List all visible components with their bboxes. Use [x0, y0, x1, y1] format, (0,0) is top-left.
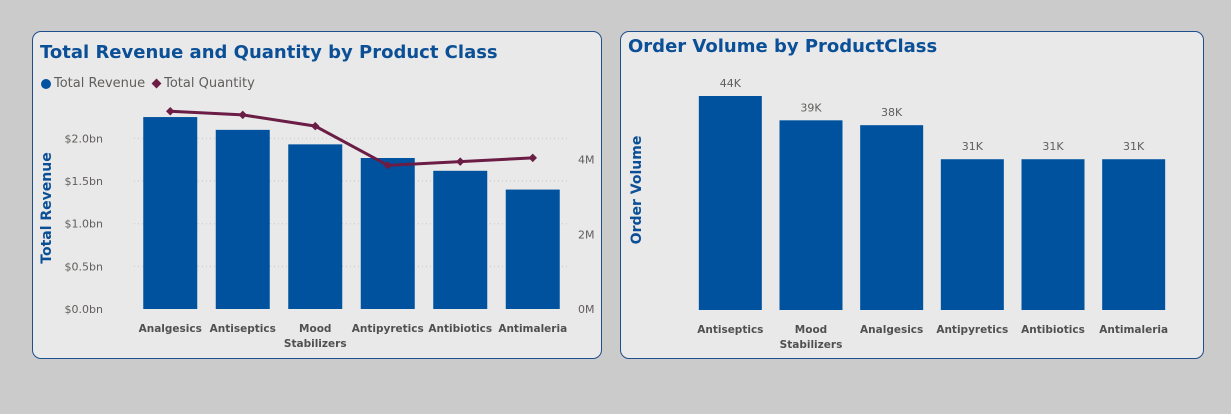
category-tick-label: Analgesics: [860, 324, 923, 336]
y2-tick-label: 2M: [578, 228, 595, 241]
revenue-bar: [143, 117, 198, 310]
category-tick-label: Antiseptics: [210, 323, 276, 335]
order-volume-bar: [698, 96, 762, 310]
category-tick-label: Antiseptics: [697, 324, 763, 336]
legend-circle-icon: [41, 78, 51, 89]
y-tick-label: $1.5bn: [65, 175, 103, 188]
y-axis-title: Order Volume: [629, 136, 645, 245]
quantity-point: [383, 161, 392, 170]
quantity-point: [238, 110, 247, 120]
y-tick-label: $2.0bn: [65, 132, 103, 145]
order-volume-chart: 44K Antiseptics 39K Mood Stabilizers 38K Analg…: [629, 77, 1168, 351]
revenue-bar: [360, 158, 415, 309]
data-label: 44K: [720, 77, 742, 90]
y-tick-label: $0.0bn: [65, 303, 103, 316]
revenue-bar: [288, 144, 343, 309]
quantity-line: [170, 109, 533, 167]
data-label: 38K: [881, 106, 903, 119]
quantity-point: [456, 157, 465, 166]
order-volume-bar: [1102, 159, 1166, 310]
category-tick-label: Antibiotics: [1021, 324, 1085, 336]
category-tick-label: Antimaleria: [498, 323, 567, 335]
legend-item-revenue[interactable]: Total Revenue: [41, 76, 145, 91]
revenue-bar: [505, 189, 560, 309]
chart-legend: Total Revenue Total Quantity: [41, 76, 261, 91]
category-tick-label: Antibiotics: [428, 323, 492, 335]
data-label: 31K: [962, 140, 984, 153]
order-volume-bar: [1021, 159, 1085, 310]
category-tick-label: Antipyretics: [936, 324, 1008, 336]
revenue-quantity-chart: $0.0bn $0.5bn $1.0bn $1.5bn $2.0bn 0M 2M 4M Anal…: [39, 106, 595, 350]
order-volume-bar: [860, 125, 924, 310]
category-tick-label: Mood Stabilizers: [780, 324, 843, 351]
chart-title: Order Volume by ProductClass: [628, 36, 938, 57]
y-tick-label: $1.0bn: [65, 218, 103, 231]
data-label: 39K: [800, 101, 822, 114]
revenue-bar: [215, 129, 270, 309]
category-tick-label: Analgesics: [139, 323, 202, 335]
y2-tick-label: 4M: [578, 154, 595, 167]
revenue-bar: [433, 170, 488, 309]
order-volume-card: Order Volume by ProductClass 44K Antisept…: [620, 31, 1204, 359]
category-tick-label: Mood Stabilizers: [284, 323, 347, 350]
quantity-point: [311, 121, 320, 131]
quantity-point: [528, 153, 537, 163]
legend-label: Total Quantity: [164, 76, 255, 91]
order-volume-bar: [940, 159, 1004, 310]
category-tick-label: Antimaleria: [1099, 324, 1168, 336]
legend-label: Total Revenue: [54, 76, 146, 91]
order-volume-bar: [779, 120, 843, 311]
y2-tick-label: 0M: [578, 303, 595, 316]
revenue-quantity-card: Total Revenue and Quantity by Product Cl…: [32, 31, 602, 359]
data-label: 31K: [1042, 140, 1064, 153]
category-tick-label: Antipyretics: [352, 323, 424, 335]
data-label: 31K: [1123, 140, 1145, 153]
y-tick-label: $0.5bn: [65, 260, 103, 273]
legend-item-quantity[interactable]: Total Quantity: [151, 76, 255, 91]
chart-title: Total Revenue and Quantity by Product Cl…: [40, 42, 498, 63]
y-axis-title: Total Revenue: [39, 152, 55, 263]
quantity-point: [166, 106, 175, 116]
